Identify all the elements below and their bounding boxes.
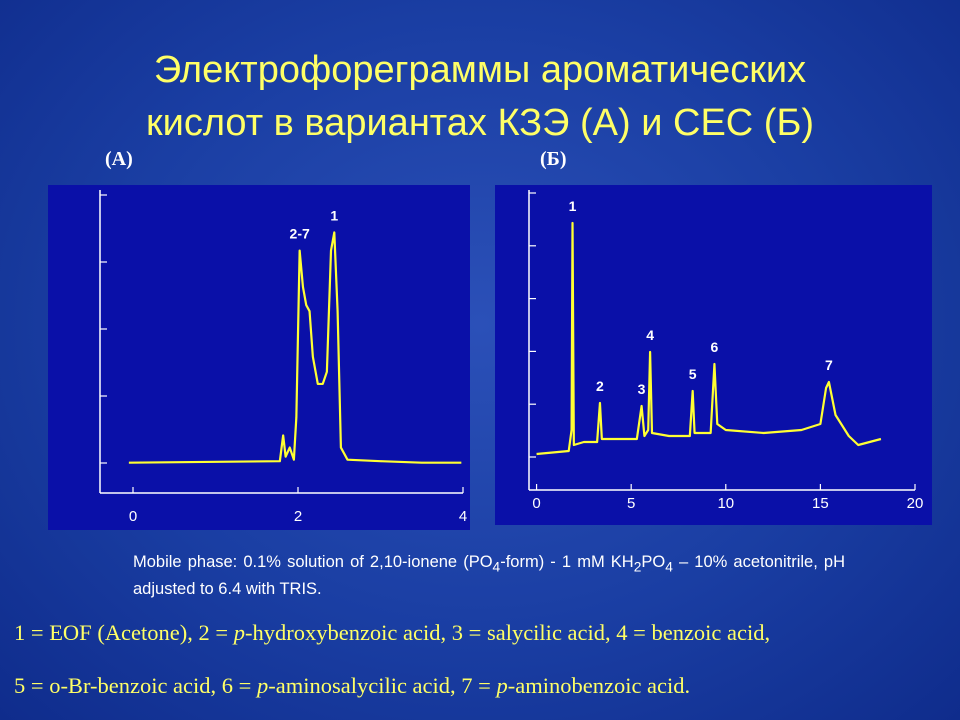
slide-title: Электрофореграммы ароматических — [154, 49, 806, 91]
key-italic: p — [256, 673, 269, 698]
peak-label: 2-7 — [290, 226, 310, 242]
plot-background — [48, 185, 470, 530]
trace — [128, 231, 462, 464]
caption-sub: 2 — [633, 559, 642, 575]
caption-text: – 10% acetonitrile, pH adjusted to 6.4 w… — [133, 553, 845, 599]
x-tick-label: 10 — [717, 495, 734, 512]
trace — [536, 221, 882, 456]
x-tick-label: 4 — [459, 508, 467, 525]
panel-label: (Б) — [540, 148, 567, 170]
key-italic: p — [496, 673, 508, 698]
x-tick-label: 2 — [294, 508, 302, 525]
peak-label: 7 — [825, 357, 833, 373]
x-tick-label: 20 — [907, 495, 924, 512]
key-italic: p — [233, 620, 245, 645]
caption: Mobile phase: 0.1% solution of 2,10-ione… — [133, 551, 845, 601]
panel-label: (А) — [105, 148, 133, 170]
x-tick-label: 15 — [812, 495, 829, 512]
key-text: 1 = EOF (Acetone), 2 = — [14, 620, 234, 645]
key-line: 1 = EOF (Acetone), 2 = p-hydroxybenzoic … — [14, 620, 948, 646]
key-text: -aminosalycilic acid, 7 = — [268, 673, 497, 698]
peak-label: 1 — [330, 207, 338, 223]
peak-label: 3 — [638, 381, 646, 397]
key-text: 5 = o-Br-benzoic acid, 6 = — [14, 673, 257, 698]
caption-sub: 4 — [492, 559, 501, 575]
x-tick-label: 5 — [627, 495, 635, 512]
caption-text: -form) - 1 mM KH — [500, 553, 634, 571]
peak-label: 1 — [569, 198, 577, 214]
caption-text: Mobile phase: 0.1% solution of 2,10-ione… — [133, 553, 493, 571]
slide-title: кислот в вариантах КЗЭ (А) и СЕС (Б) — [146, 102, 814, 144]
caption-sub: 4 — [665, 559, 673, 575]
key-text: -aminobenzoic acid. — [507, 673, 691, 698]
peak-label: 6 — [711, 339, 719, 355]
peak-label: 5 — [689, 366, 697, 382]
caption-text: PO — [641, 553, 666, 571]
x-tick-label: 0 — [129, 508, 137, 525]
peak-label: 4 — [646, 327, 654, 343]
key-line: 5 = o-Br-benzoic acid, 6 = p-aminosalyci… — [14, 673, 948, 699]
peak-label: 2 — [596, 378, 604, 394]
plot-background — [495, 185, 932, 525]
key-text: -hydroxybenzoic acid, 3 = salycilic acid… — [244, 620, 771, 645]
x-tick-label: 0 — [532, 495, 540, 512]
